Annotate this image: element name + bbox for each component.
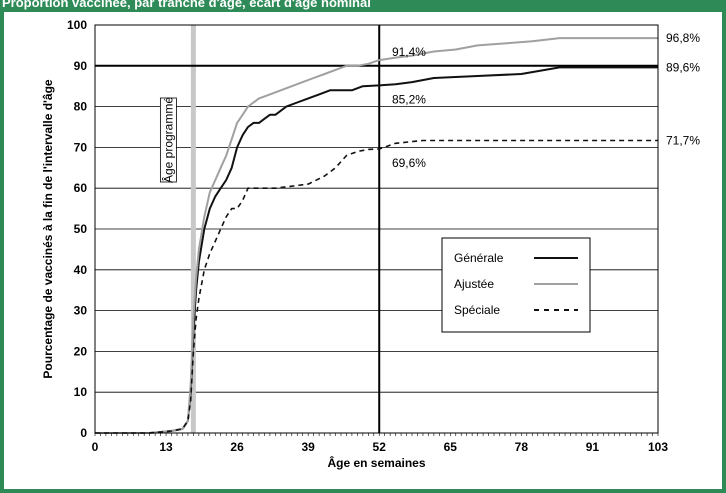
y-tick-label-10: 10 [74,385,88,399]
x-tick-label-26: 26 [230,440,244,454]
y-tick-label-50: 50 [74,222,88,236]
y-tick-label-20: 20 [74,344,88,358]
scheduled-age-label-group: Âge programmé [159,97,177,183]
y-tick-label-60: 60 [74,181,88,195]
x-tick-label-65: 65 [444,440,458,454]
annotation-3: 96,8% [666,31,700,45]
annotation-2: 69,6% [392,156,426,170]
legend-label-1: Ajustée [454,277,494,291]
y-tick-label-100: 100 [67,18,87,32]
axes: 0 10 20 30 40 50 60 70 80 90 100 0 13 26 39 52 65 78 91 103… [41,18,668,470]
y-tick-label-30: 30 [74,304,88,318]
x-tick-label-103: 103 [648,440,668,454]
reference-lines: Âge programmé [95,25,658,433]
y-tick-label-90: 90 [74,59,88,73]
annotation-5: 71,7% [666,133,700,147]
x-tick-label-91: 91 [586,440,600,454]
scheduled-age-label: Âge programmé [160,97,175,183]
plot-frame [94,24,659,434]
x-tick-label-0: 0 [92,440,99,454]
legend: Générale Ajustée Spéciale [441,237,591,333]
annotation-1: 85,2% [392,92,426,106]
series-line-1 [95,37,658,434]
y-tick-label-40: 40 [74,263,88,277]
chart-header-banner: Proportion vaccinée, par tranche d'âge, … [0,0,726,12]
y-tick-label-0: 0 [80,426,87,440]
scheduled-age-label-box [159,97,177,183]
series-line-2 [95,139,658,434]
annotation-4: 89,6% [666,60,700,74]
legend-label-2: Spéciale [454,303,500,317]
y-tick-label-80: 80 [74,100,88,114]
legend-label-0: Générale [454,251,504,265]
x-tick-label-13: 13 [159,440,173,454]
annotation-0: 91,4% [392,45,426,59]
series-lines [95,37,658,434]
y-tick-label-70: 70 [74,140,88,154]
x-tick-label-39: 39 [301,440,315,454]
x-tick-label-78: 78 [515,440,529,454]
x-tick-label-52: 52 [373,440,387,454]
x-axis-title: Âge en semaines [327,455,425,470]
annotations: 91,4% 85,2% 69,6% 96,8% 89,6% 71,7% [392,31,700,170]
y-axis-title: Pourcentage de vaccinés à la fin de l'in… [41,79,55,378]
chart-header-title: Proportion vaccinée, par tranche d'âge, … [2,0,371,10]
grid-lines [95,24,658,393]
